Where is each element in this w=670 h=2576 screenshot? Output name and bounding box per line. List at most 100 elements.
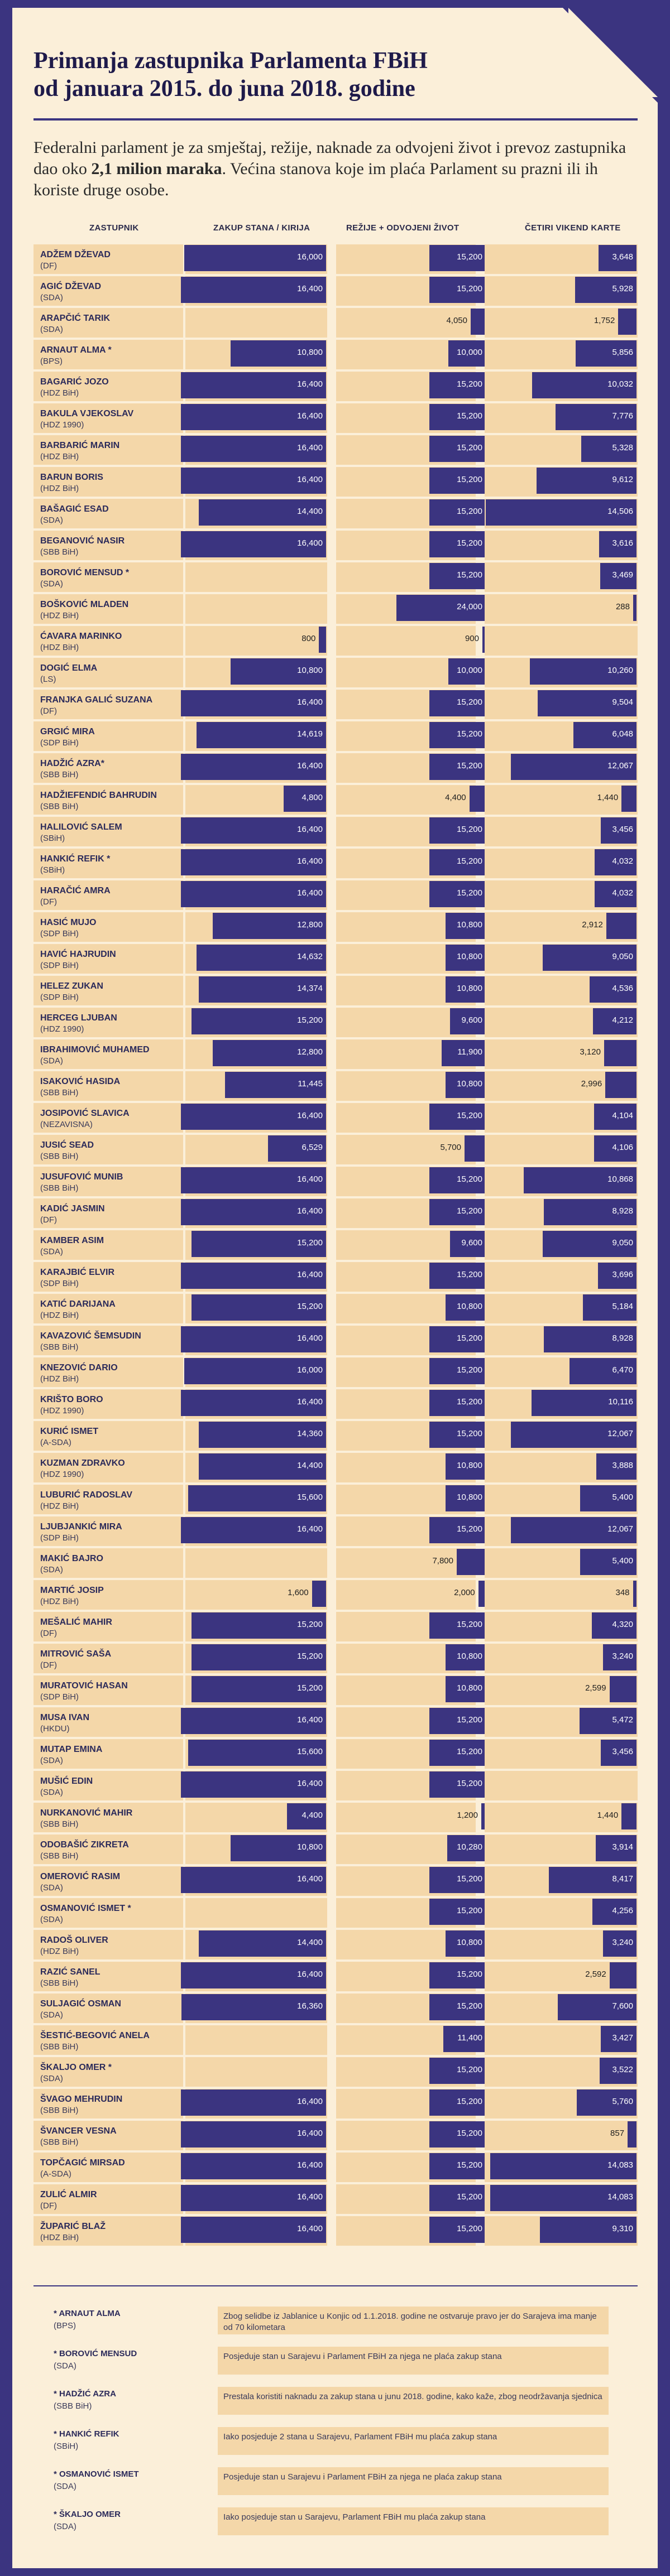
representative-cell: BEGANOVIĆ NASIR (SBB BiH) xyxy=(34,531,183,560)
rent-value: 4,800 xyxy=(302,793,323,802)
utilities-value: 11,400 xyxy=(457,2033,482,2043)
representative-cell: MUTAP EMINA (SDA) xyxy=(34,1739,183,1769)
weekend-value: 10,116 xyxy=(608,1397,633,1407)
utilities-value: 10,800 xyxy=(457,1651,482,1661)
utilities-bar xyxy=(429,1612,486,1639)
rent-bar xyxy=(181,2153,326,2179)
representative-cell: RAZIĆ SANEL (SBB BiH) xyxy=(34,1962,183,1991)
utilities-bar xyxy=(446,1453,486,1480)
weekend-bar xyxy=(602,1644,636,1670)
weekend-bar xyxy=(618,309,636,335)
rent-value: 16,400 xyxy=(297,538,323,548)
weekend-bar xyxy=(576,340,636,367)
representative-party: (HDZ BiH) xyxy=(40,643,79,652)
utilities-value: 4,400 xyxy=(445,793,466,802)
weekend-bar xyxy=(594,1135,636,1162)
utilities-value: 1,200 xyxy=(457,1811,478,1820)
representative-party: (LS) xyxy=(40,675,56,684)
rent-cell xyxy=(185,1548,327,1578)
table-row: OSMANOVIĆ ISMET * (SDA) 15,200 4,256 xyxy=(34,1897,638,1929)
representative-cell: HADŽIEFENDIĆ BAHRUDIN (SBB BiH) xyxy=(34,785,183,815)
representative-cell: ĆAVARA MARINKO (HDZ BiH) xyxy=(34,626,183,656)
weekend-bar xyxy=(556,404,636,430)
footnote-name: * ŠKALJO OMER xyxy=(54,2510,121,2519)
table-row: HASIĆ MUJO (SDP BiH) 12,800 10,800 2,912 xyxy=(34,911,638,943)
utilities-value: 4,050 xyxy=(446,316,467,325)
representative-name: HASIĆ MUJO xyxy=(40,918,97,927)
utilities-value: 10,800 xyxy=(457,1079,482,1089)
table-row: MUTAP EMINA (SDA) 15,600 15,200 3,456 xyxy=(34,1738,638,1770)
weekend-bar xyxy=(511,1422,636,1448)
weekend-bar xyxy=(543,1326,636,1352)
weekend-value: 4,536 xyxy=(612,984,633,993)
table-row: KATIĆ DARIJANA (HDZ BiH) 15,200 10,800 5,184 xyxy=(34,1293,638,1325)
representative-party: (SDP BiH) xyxy=(40,1279,79,1288)
utilities-value: 15,200 xyxy=(457,1365,482,1375)
rent-cell xyxy=(185,2057,327,2087)
weekend-value: 5,400 xyxy=(612,1556,633,1566)
weekend-bar xyxy=(575,277,636,303)
table-row: HADŽIEFENDIĆ BAHRUDIN (SBB BiH) 4,800 4,400… xyxy=(34,784,638,816)
utilities-bar xyxy=(429,563,486,589)
weekend-value: 5,856 xyxy=(612,348,633,357)
table-row: RAZIĆ SANEL (SBB BiH) 16,400 15,200 2,592 xyxy=(34,1961,638,1992)
rent-value: 12,800 xyxy=(297,920,323,930)
rent-bar xyxy=(181,404,326,430)
weekend-bar xyxy=(602,1930,636,1957)
utilities-value: 15,200 xyxy=(457,1747,482,1756)
utilities-bar xyxy=(429,2121,486,2148)
rent-value: 10,800 xyxy=(297,1842,323,1852)
table-row: MUŠIĆ EDIN (SDA) 16,400 15,200 xyxy=(34,1770,638,1802)
rent-cell xyxy=(185,594,327,624)
representative-party: (HDZ BiH) xyxy=(40,2233,79,2242)
weekend-cell xyxy=(485,785,638,815)
rent-value: 16,400 xyxy=(297,2097,323,2106)
weekend-value: 5,760 xyxy=(612,2097,633,2106)
representative-party: (SBB BiH) xyxy=(40,1183,79,1193)
representative-cell: NURKANOVIĆ MAHIR (SBB BiH) xyxy=(34,1803,183,1832)
weekend-value: 10,260 xyxy=(607,666,633,675)
utilities-bar xyxy=(469,786,486,812)
weekend-value: 3,240 xyxy=(612,1938,633,1947)
utilities-bar xyxy=(450,1231,486,1257)
weekend-value: 348 xyxy=(615,1588,630,1597)
utilities-bar xyxy=(446,945,486,971)
rent-bar xyxy=(181,1517,326,1543)
weekend-value: 3,456 xyxy=(612,1747,633,1756)
table-row: ADŽEM DŽEVAD (DF) 16,000 15,200 3,648 xyxy=(34,243,638,275)
table-row: ĆAVARA MARINKO (HDZ BiH) 800 900 xyxy=(34,625,638,657)
weekend-bar xyxy=(511,1517,636,1543)
intro-text-1: Federalni parlament je za smještaj, reži… xyxy=(34,138,626,178)
weekend-value: 6,048 xyxy=(612,729,633,739)
weekend-bar xyxy=(596,1835,636,1861)
representative-party: (SDA) xyxy=(40,1247,63,1256)
weekend-value: 3,888 xyxy=(612,1461,633,1470)
utilities-bar xyxy=(446,1644,486,1670)
utilities-cell xyxy=(336,626,476,656)
rent-value: 14,619 xyxy=(297,729,323,739)
representative-name: KUZMAN ZDRAVKO xyxy=(40,1458,125,1468)
rent-value: 16,400 xyxy=(297,1270,323,1279)
representative-cell: KNEZOVIĆ DARIO (HDZ BiH) xyxy=(34,1357,183,1387)
rent-value: 10,800 xyxy=(297,348,323,357)
utilities-bar xyxy=(429,1167,486,1193)
representative-cell: RADOŠ OLIVER (HDZ BiH) xyxy=(34,1930,183,1959)
representative-name: LJUBJANKIĆ MIRA xyxy=(40,1522,122,1532)
utilities-value: 15,200 xyxy=(457,507,482,516)
table-row: ŠVANCER VESNA (SBB BiH) 16,400 15,200 857 xyxy=(34,2120,638,2151)
rent-value: 16,400 xyxy=(297,761,323,771)
representative-name: ŠVANCER VESNA xyxy=(40,2126,117,2136)
table-row: ARNAUT ALMA * (BPS) 10,800 10,000 5,856 xyxy=(34,339,638,370)
utilities-bar xyxy=(429,1708,486,1734)
footnote-text: Iako posjeduje stan u Sarajevu, Parlamen… xyxy=(218,2507,609,2535)
table-row: MUSA IVAN (HKDU) 16,400 15,200 5,472 xyxy=(34,1706,638,1738)
rent-bar xyxy=(188,1485,326,1511)
rent-value: 12,800 xyxy=(297,1047,323,1057)
weekend-value: 12,067 xyxy=(607,761,633,771)
utilities-bar xyxy=(429,372,486,398)
representative-cell: HELEZ ZUKAN (SDP BiH) xyxy=(34,976,183,1005)
rent-bar xyxy=(181,849,326,875)
representative-party: (SDA) xyxy=(40,579,63,589)
rent-bar xyxy=(181,1104,326,1130)
table-row: OMEROVIĆ RASIM (SDA) 16,400 15,200 8,417 xyxy=(34,1865,638,1897)
